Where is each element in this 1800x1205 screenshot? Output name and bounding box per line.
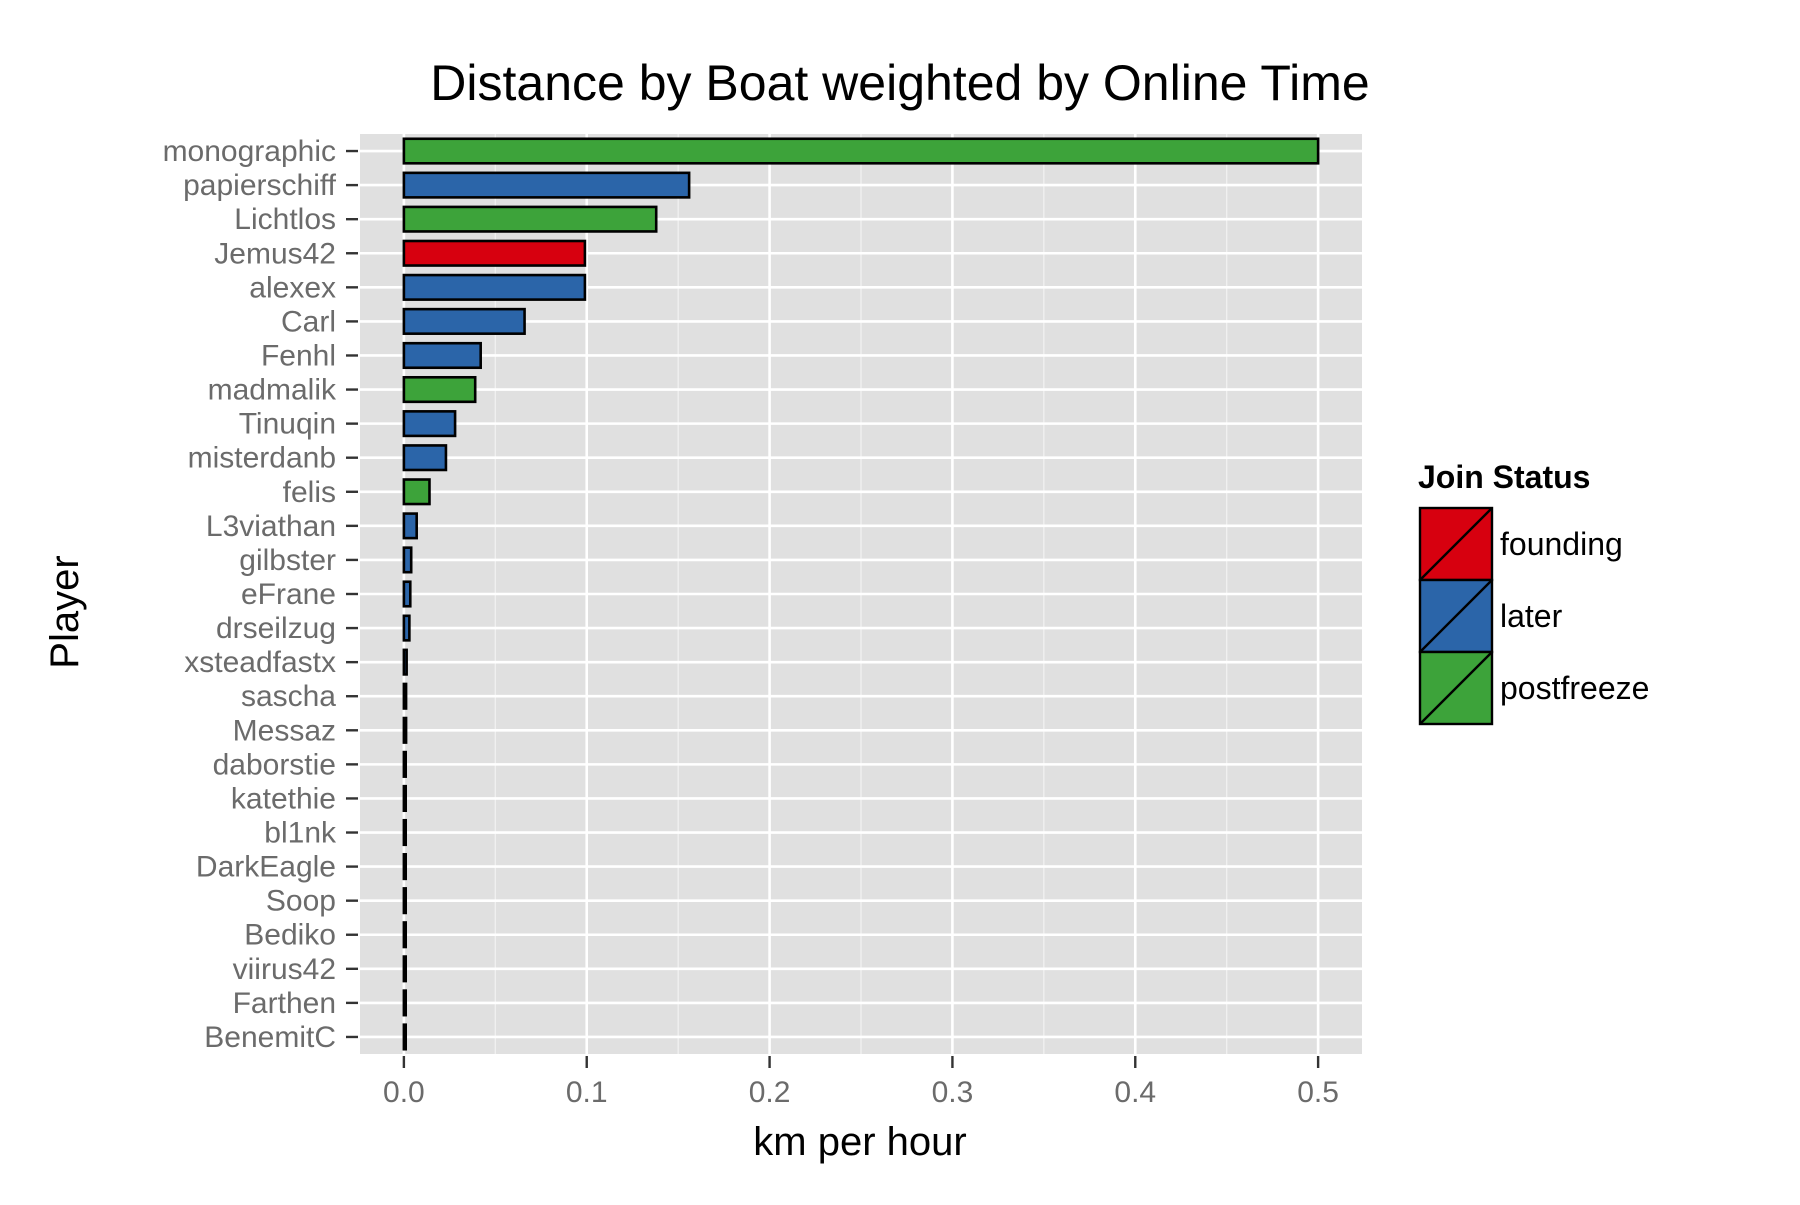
x-tick-label: 0.2 bbox=[749, 1076, 791, 1109]
bar-katethie bbox=[402, 784, 408, 813]
x-tick-label: 0.4 bbox=[1114, 1076, 1156, 1109]
bar-misterdanb bbox=[402, 444, 448, 472]
y-tick-label: papierschiff bbox=[183, 169, 337, 202]
y-tick-label: L3viathan bbox=[206, 510, 336, 543]
legend-key-slash bbox=[1419, 651, 1493, 725]
legend-key-slash bbox=[1419, 507, 1493, 581]
y-tick-label: bl1nk bbox=[264, 817, 337, 850]
bar-madmalik bbox=[402, 375, 477, 404]
bar-Lichtlos bbox=[402, 205, 658, 233]
y-axis-title: Player bbox=[43, 555, 87, 668]
y-tick-label: gilbster bbox=[239, 544, 336, 577]
bar-sascha bbox=[402, 682, 408, 710]
bar-Farthen bbox=[402, 989, 408, 1017]
bar-DarkEagle bbox=[402, 853, 408, 881]
legend: Join Status founding later postfreeze bbox=[1418, 459, 1649, 726]
y-tick-label: eFrane bbox=[241, 578, 336, 611]
legend-title: Join Status bbox=[1418, 459, 1590, 495]
x-tick-label: 0.1 bbox=[566, 1076, 608, 1109]
bar-Fenhl bbox=[402, 341, 482, 370]
y-tick-label: misterdanb bbox=[188, 442, 336, 475]
bar-gilbster bbox=[402, 546, 413, 574]
y-tick-label: Carl bbox=[281, 305, 336, 338]
y-tick-label: felis bbox=[283, 476, 336, 509]
bar-Carl bbox=[402, 307, 526, 335]
bar-viirus42 bbox=[402, 955, 408, 983]
y-tick-label: monographic bbox=[163, 135, 336, 168]
legend-label-later: later bbox=[1500, 598, 1563, 634]
x-axis-title: km per hour bbox=[753, 1120, 966, 1164]
y-tick-label: DarkEagle bbox=[196, 851, 336, 884]
y-tick-label: Lichtlos bbox=[234, 203, 336, 236]
legend-label-founding: founding bbox=[1500, 526, 1623, 562]
bar-xsteadfastx bbox=[402, 648, 408, 676]
legend-label-postfreeze: postfreeze bbox=[1500, 670, 1649, 706]
y-axis: monographicpapierschiffLichtlosJemus42al… bbox=[163, 135, 358, 1054]
y-tick-label: sascha bbox=[241, 680, 336, 713]
bars bbox=[402, 137, 1320, 1051]
bar-L3viathan bbox=[402, 512, 418, 540]
x-tick-label: 0.5 bbox=[1297, 1076, 1339, 1109]
y-tick-label: katethie bbox=[231, 782, 336, 815]
bar-papierschiff bbox=[402, 171, 691, 199]
bar-felis bbox=[402, 478, 431, 506]
y-tick-label: Bediko bbox=[244, 919, 336, 952]
y-tick-label: xsteadfastx bbox=[184, 646, 336, 679]
bar-BenemitC bbox=[402, 1023, 408, 1051]
bar-Bediko bbox=[402, 921, 408, 949]
x-tick-label: 0.0 bbox=[383, 1076, 425, 1109]
bar-daborstie bbox=[402, 750, 408, 778]
bar-Messaz bbox=[402, 716, 408, 744]
x-tick-label: 0.3 bbox=[932, 1076, 974, 1109]
legend-key-slash bbox=[1419, 579, 1493, 653]
y-tick-label: Fenhl bbox=[261, 339, 336, 372]
y-tick-label: BenemitC bbox=[204, 1021, 336, 1054]
bar-Jemus42 bbox=[402, 239, 587, 267]
grid-major bbox=[360, 134, 1362, 1054]
bar-eFrane bbox=[402, 580, 412, 608]
y-tick-label: drseilzug bbox=[216, 612, 336, 645]
y-tick-label: Farthen bbox=[233, 987, 336, 1020]
y-tick-label: viirus42 bbox=[233, 953, 336, 986]
chart-title: Distance by Boat weighted by Online Time bbox=[430, 55, 1369, 111]
y-tick-label: Tinuqin bbox=[239, 408, 336, 441]
y-tick-label: madmalik bbox=[208, 374, 337, 407]
bar-monographic bbox=[402, 137, 1320, 165]
y-tick-label: alexex bbox=[249, 271, 336, 304]
bar-alexex bbox=[402, 273, 587, 301]
y-tick-label: Messaz bbox=[233, 714, 336, 747]
bar-Tinuqin bbox=[402, 410, 457, 438]
bar-bl1nk bbox=[402, 818, 408, 847]
x-axis: 0.0 0.1 0.2 0.3 0.4 0.5 bbox=[383, 1056, 1339, 1109]
y-tick-label: Jemus42 bbox=[214, 237, 336, 270]
bar-drseilzug bbox=[402, 614, 411, 642]
y-tick-label: daborstie bbox=[213, 748, 336, 781]
bar-Soop bbox=[402, 887, 408, 915]
y-tick-label: Soop bbox=[266, 885, 336, 918]
